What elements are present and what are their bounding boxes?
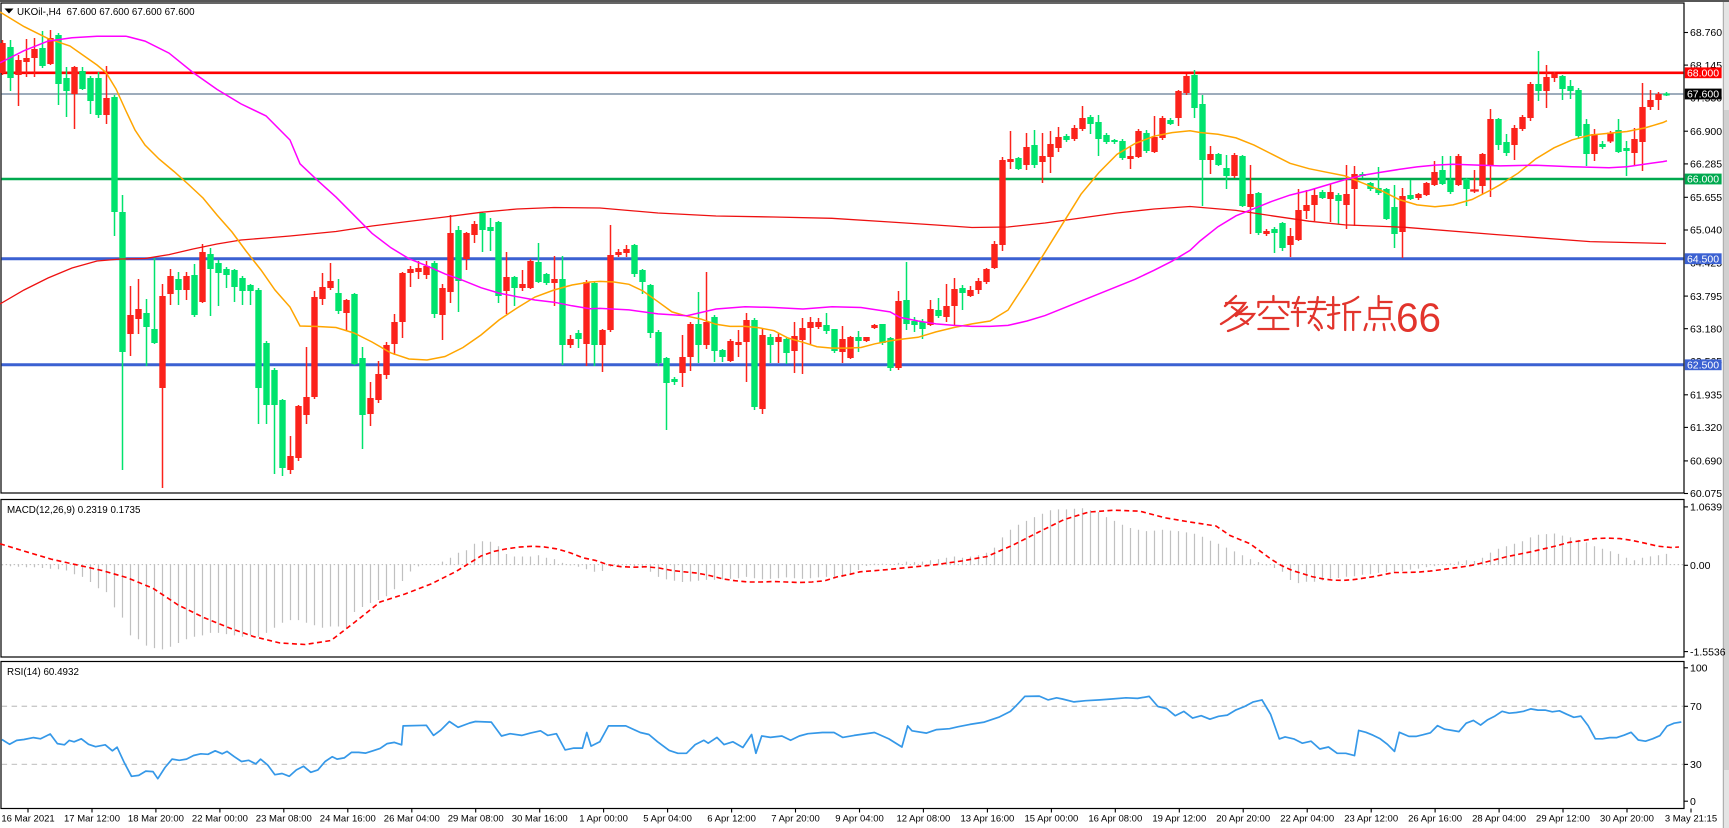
svg-text:66.000: 66.000 [1687,174,1719,186]
svg-text:26 Apr 16:00: 26 Apr 16:00 [1408,814,1462,825]
svg-text:23 Apr 12:00: 23 Apr 12:00 [1344,814,1398,825]
svg-text:0.00: 0.00 [1690,560,1711,572]
svg-text:20 Apr 20:00: 20 Apr 20:00 [1216,814,1270,825]
svg-text:22 Apr 04:00: 22 Apr 04:00 [1280,814,1334,825]
svg-text:66.285: 66.285 [1690,159,1722,171]
svg-text:12 Apr 08:00: 12 Apr 08:00 [896,814,950,825]
svg-text:6 Apr 12:00: 6 Apr 12:00 [707,814,756,825]
svg-text:17 Mar 12:00: 17 Mar 12:00 [64,814,120,825]
svg-text:70: 70 [1690,701,1702,713]
svg-text:30: 30 [1690,759,1702,771]
svg-text:7 Apr 20:00: 7 Apr 20:00 [771,814,820,825]
svg-text:22 Mar 00:00: 22 Mar 00:00 [192,814,248,825]
svg-text:-1.5536: -1.5536 [1690,646,1726,658]
svg-text:MACD(12,26,9) 0.2319 0.1735: MACD(12,26,9) 0.2319 0.1735 [7,505,141,516]
svg-text:15 Apr 00:00: 15 Apr 00:00 [1024,814,1078,825]
svg-text:19 Apr 12:00: 19 Apr 12:00 [1152,814,1206,825]
svg-text:9 Apr 04:00: 9 Apr 04:00 [835,814,884,825]
svg-text:30 Apr 20:00: 30 Apr 20:00 [1600,814,1654,825]
svg-text:29 Apr 12:00: 29 Apr 12:00 [1536,814,1590,825]
svg-text:RSI(14) 60.4932: RSI(14) 60.4932 [7,667,79,678]
svg-text:65.040: 65.040 [1690,225,1722,237]
svg-text:62.500: 62.500 [1687,360,1719,372]
svg-text:16 Apr 08:00: 16 Apr 08:00 [1088,814,1142,825]
svg-text:3 May 21:15: 3 May 21:15 [1665,814,1717,825]
svg-text:68.000: 68.000 [1687,68,1719,80]
svg-text:29 Mar 08:00: 29 Mar 08:00 [448,814,504,825]
svg-text:100: 100 [1690,663,1708,675]
svg-text:65.655: 65.655 [1690,192,1722,204]
svg-text:13 Apr 16:00: 13 Apr 16:00 [960,814,1014,825]
svg-text:63.180: 63.180 [1690,323,1722,335]
svg-text:UKOil-,H4 67.600 67.600 67.60: UKOil-,H4 67.600 67.600 67.600 67.600 [17,7,195,18]
svg-text:26 Mar 04:00: 26 Mar 04:00 [384,814,440,825]
svg-text:1 Apr 00:00: 1 Apr 00:00 [579,814,628,825]
svg-text:1.0639: 1.0639 [1690,502,1722,514]
svg-text:66.900: 66.900 [1690,126,1722,138]
svg-text:5 Apr 04:00: 5 Apr 04:00 [643,814,692,825]
svg-text:64.500: 64.500 [1687,253,1719,265]
svg-text:67.600: 67.600 [1687,89,1719,101]
svg-text:60.690: 60.690 [1690,456,1722,468]
svg-text:23 Mar 08:00: 23 Mar 08:00 [256,814,312,825]
svg-text:68.760: 68.760 [1690,27,1722,39]
svg-text:24 Mar 16:00: 24 Mar 16:00 [320,814,376,825]
svg-text:30 Mar 16:00: 30 Mar 16:00 [512,814,568,825]
svg-text:61.320: 61.320 [1690,422,1722,434]
svg-text:60.075: 60.075 [1690,488,1722,500]
svg-text:16 Mar 2021: 16 Mar 2021 [1,814,54,825]
svg-text:0: 0 [1690,796,1696,808]
svg-text:63.795: 63.795 [1690,291,1722,303]
svg-text:61.935: 61.935 [1690,390,1722,402]
svg-text:28 Apr 04:00: 28 Apr 04:00 [1472,814,1526,825]
svg-text:18 Mar 20:00: 18 Mar 20:00 [128,814,184,825]
svg-text:66: 66 [1396,295,1441,341]
